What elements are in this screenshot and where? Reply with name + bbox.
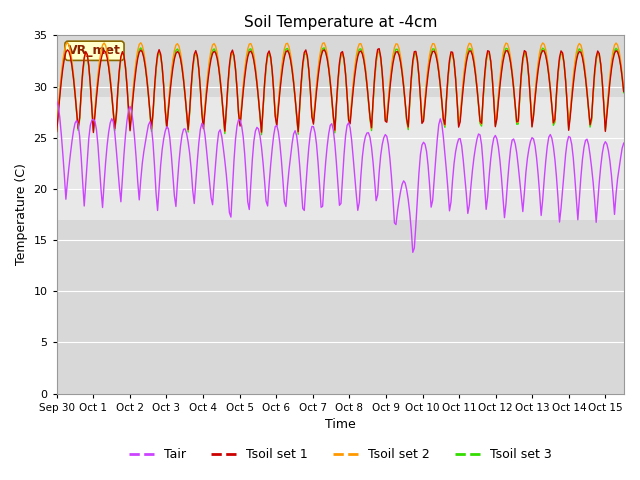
Legend: Tair, Tsoil set 1, Tsoil set 2, Tsoil set 3: Tair, Tsoil set 1, Tsoil set 2, Tsoil se…	[124, 443, 556, 466]
Bar	[57, 97, 624, 219]
Y-axis label: Temperature (C): Temperature (C)	[15, 164, 28, 265]
X-axis label: Time: Time	[325, 418, 356, 431]
Text: VR_met: VR_met	[68, 44, 121, 57]
Title: Soil Temperature at -4cm: Soil Temperature at -4cm	[243, 15, 437, 30]
